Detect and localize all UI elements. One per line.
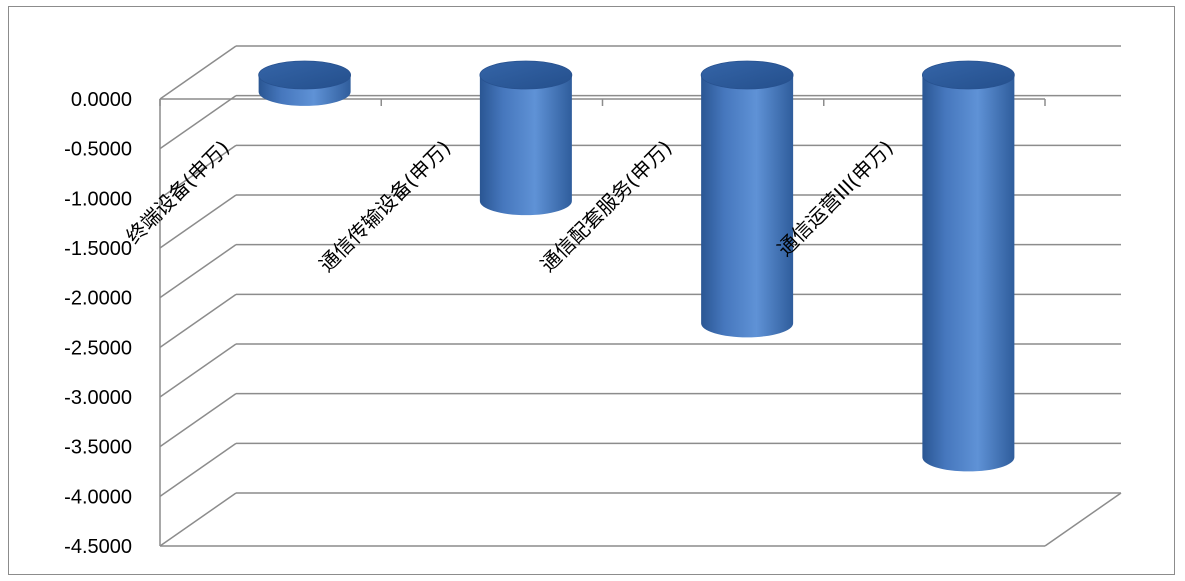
- gridline-side: [160, 344, 236, 397]
- y-axis-ticks: 0.0000 -0.5000 -1.0000 -1.5000 -2.0000 -2.500…: [64, 89, 132, 558]
- gridline-side: [160, 46, 236, 99]
- bar: [259, 61, 351, 106]
- bar-body: [480, 75, 572, 215]
- y-tick-label: 0.0000: [71, 89, 132, 111]
- gridline-side: [160, 443, 236, 496]
- gridline-side: [160, 394, 236, 447]
- floor-right-edge: [1045, 493, 1121, 546]
- bars: [259, 61, 1015, 471]
- bar-cap: [701, 61, 793, 89]
- y-tick-label: -4.5000: [64, 536, 132, 558]
- bar-body: [701, 75, 793, 337]
- y-tick-label: -3.0000: [64, 387, 132, 409]
- y-tick-label: -4.0000: [64, 486, 132, 508]
- gridline-side: [160, 96, 236, 149]
- bar-cap: [922, 61, 1014, 89]
- bar: [480, 61, 572, 215]
- x-category-label: 终端设备(申万): [121, 136, 234, 249]
- gridline-side: [160, 493, 236, 546]
- bar: [922, 61, 1014, 471]
- y-tick-label: -2.0000: [64, 288, 132, 310]
- y-tick-label: -3.5000: [64, 437, 132, 459]
- y-tick-label: -0.5000: [64, 139, 132, 161]
- y-tick-label: -1.5000: [64, 238, 132, 260]
- gridline-side: [160, 245, 236, 298]
- y-tick-label: -1.0000: [64, 188, 132, 210]
- gridline-side: [160, 294, 236, 347]
- bar: [701, 61, 793, 337]
- bar-cap: [480, 61, 572, 89]
- bar-body: [922, 75, 1014, 471]
- x-category-label: 通信传输设备(申万): [314, 136, 455, 277]
- y-tick-label: -2.5000: [64, 337, 132, 359]
- bar-cap: [259, 61, 351, 89]
